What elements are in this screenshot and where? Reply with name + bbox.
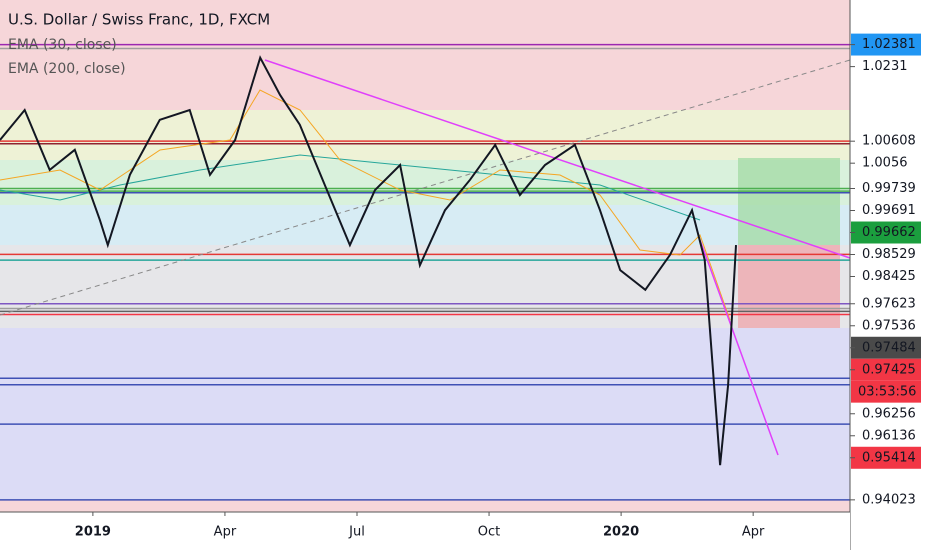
y-tick-label: 0.97425 [862, 362, 916, 377]
y-tick-label: 1.0231 [862, 59, 908, 74]
axis-labels: 1.02381 1.0231 1.00608 1.0056 0.99739 0.99691… [75, 33, 921, 540]
y-tick-label: 0.98529 [862, 247, 916, 262]
price-label-box [851, 130, 921, 153]
price-label-box [851, 424, 921, 447]
price-label-box [851, 243, 921, 266]
price-label-box [851, 33, 921, 56]
y-tick-label: 0.96256 [862, 406, 916, 421]
time-axis [0, 512, 850, 550]
trend-line [699, 239, 779, 456]
price-label-box [851, 55, 921, 78]
price-label-box [851, 292, 921, 315]
y-tick-label: 0.98425 [862, 269, 916, 284]
y-tick-label: 0.99691 [862, 203, 916, 218]
y-tick-label: 0.97623 [862, 296, 916, 311]
stop-zone [738, 245, 840, 328]
y-tick-label: 0.94023 [862, 492, 916, 507]
y-tick-label: 1.02381 [862, 37, 916, 52]
y-tick-label: 0.99662 [862, 225, 916, 240]
zone [0, 205, 850, 245]
y-tick-label: 1.0056 [862, 156, 908, 171]
countdown-box [851, 380, 921, 403]
x-tick-label: Jul [348, 525, 365, 540]
x-tick-label: 2020 [603, 525, 639, 540]
y-tick-label: 0.96136 [862, 428, 916, 443]
price-label-box [851, 358, 921, 381]
zone [0, 328, 850, 500]
price-label-box [851, 199, 921, 222]
price-label-box [851, 336, 921, 359]
price-label-box [851, 265, 921, 288]
target-zone [738, 158, 840, 245]
price-label-box [851, 446, 921, 469]
price-label-box [851, 402, 921, 425]
trend-line [264, 59, 851, 259]
price-line [0, 55, 737, 466]
legend-entry: EMA (30, close) [8, 37, 117, 53]
price-label-box [851, 488, 921, 511]
x-tick-label: Apr [742, 525, 765, 540]
y-tick-label: 0.97484 [862, 340, 916, 355]
x-tick-label: Apr [214, 525, 237, 540]
price-label-box [851, 177, 921, 200]
y-tick-label: 0.99739 [862, 181, 916, 196]
plot [0, 55, 737, 466]
legend-entry: EMA (200, close) [8, 61, 126, 77]
zone [0, 110, 850, 160]
trend-line [0, 59, 851, 316]
ema-line [0, 154, 701, 221]
zone [0, 0, 850, 110]
ema-line [0, 89, 731, 321]
price-label-box [851, 221, 921, 244]
levels [0, 43, 850, 501]
zone [0, 245, 850, 328]
chart-title: U.S. Dollar / Swiss Franc, 1D, FXCM [8, 11, 270, 29]
price-label-box [851, 314, 921, 337]
y-tick-label: 0.95414 [862, 450, 916, 465]
y-tick-label: 1.00608 [862, 134, 916, 149]
x-tick-label: Oct [478, 525, 500, 540]
zone [0, 500, 850, 512]
countdown: 03:53:56 [858, 384, 916, 399]
y-tick-label: 0.97536 [862, 318, 916, 333]
x-tick-label: 2019 [75, 525, 111, 540]
price-label-box [851, 152, 921, 175]
